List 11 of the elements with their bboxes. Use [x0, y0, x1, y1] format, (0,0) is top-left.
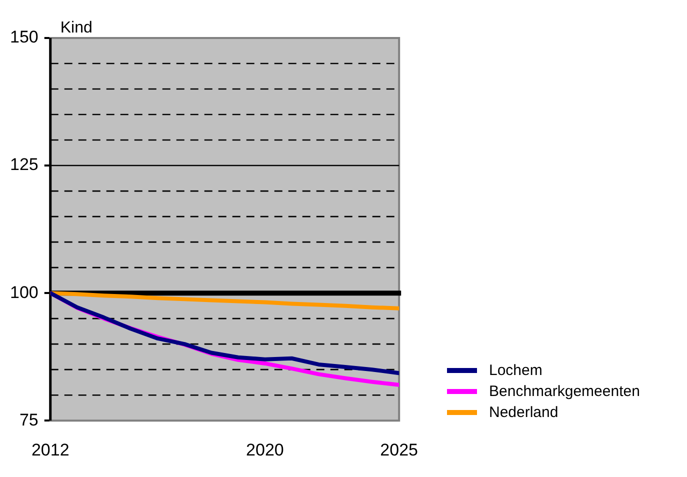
legend-label: Nederland [489, 404, 558, 421]
x-tick-label: 2020 [246, 440, 284, 460]
y-tick-label: 100 [10, 282, 38, 302]
legend-label: Benchmarkgemeenten [489, 383, 640, 400]
legend-label: Lochem [489, 362, 542, 379]
y-tick-label: 75 [19, 410, 38, 430]
x-tick-label: 2025 [380, 440, 418, 460]
y-tick-label: 150 [10, 28, 38, 47]
y-axis-title: Kind [60, 19, 92, 36]
y-tick-label: 125 [10, 155, 38, 174]
x-tick-label: 2012 [31, 440, 70, 460]
